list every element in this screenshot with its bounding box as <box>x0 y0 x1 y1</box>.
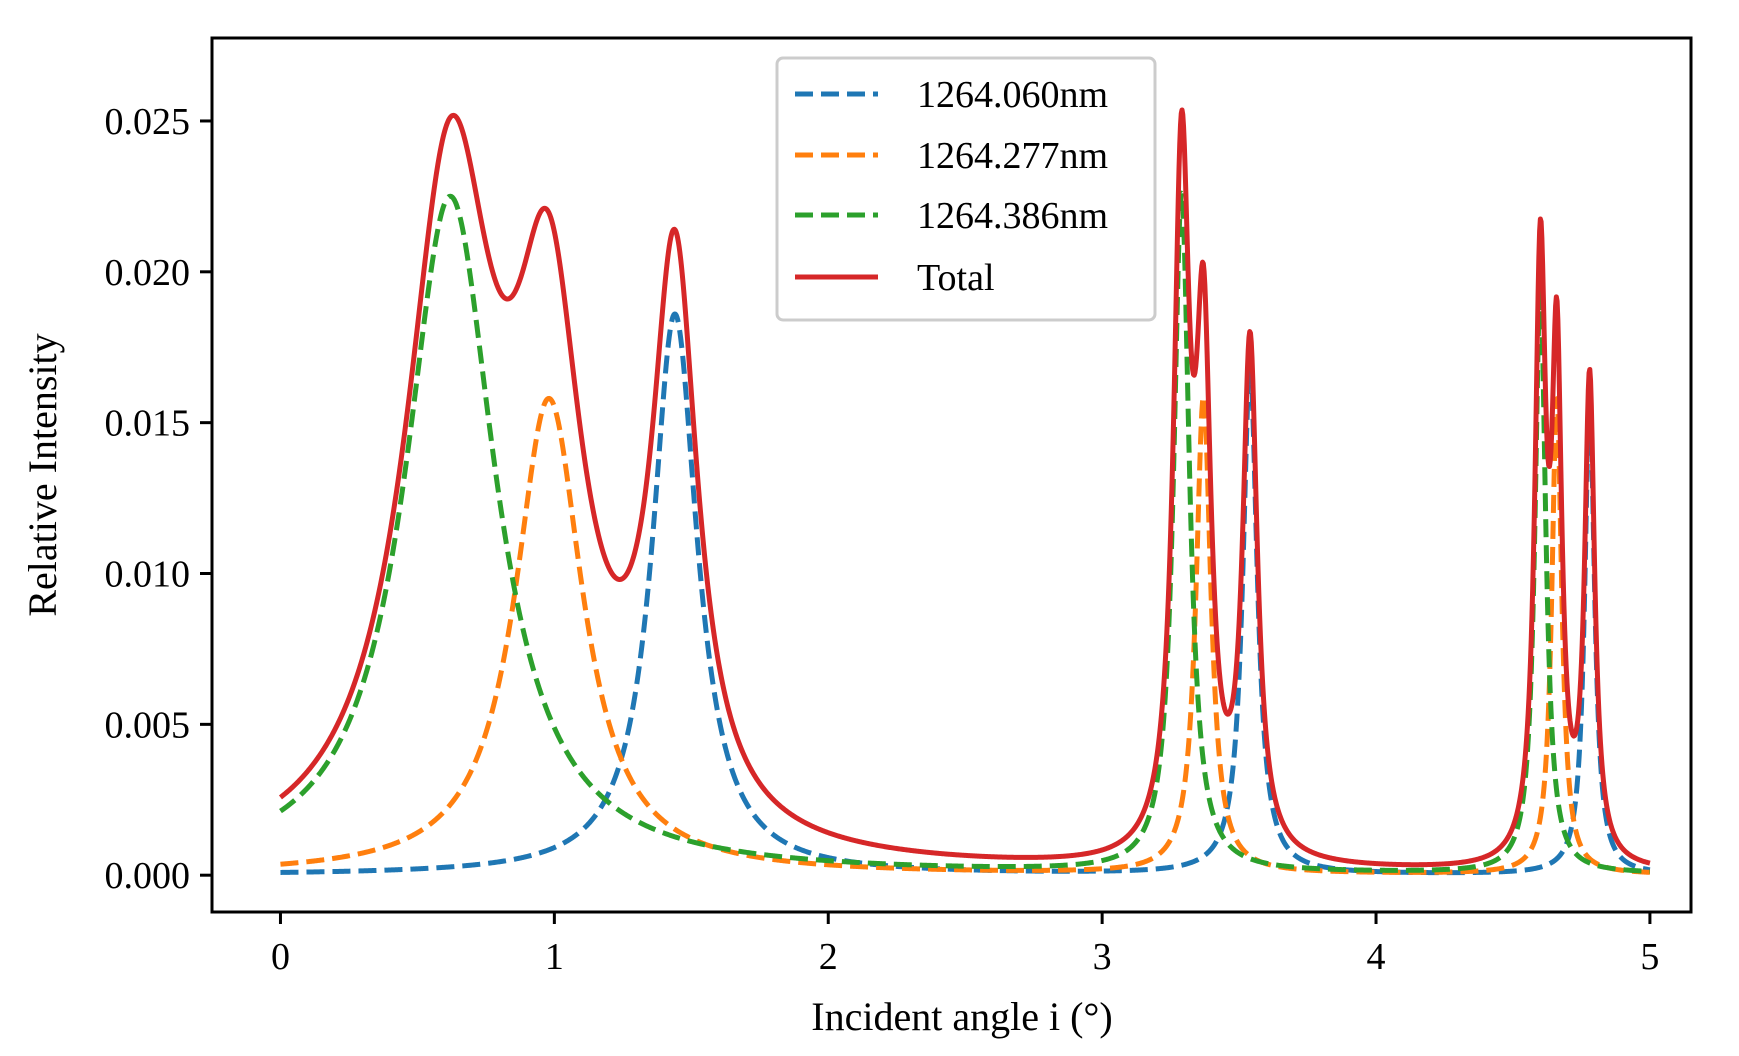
y-tick-label: 0.020 <box>105 252 191 294</box>
legend-box <box>775 56 1157 322</box>
x-tick-label: 3 <box>1093 936 1112 978</box>
y-tick-label: 0.000 <box>105 855 191 897</box>
x-tick-label: 1 <box>545 936 564 978</box>
y-axis: 0.000 0.005 0.010 0.015 0.020 0.025 <box>105 101 212 897</box>
x-tick-label: 0 <box>271 936 290 978</box>
y-tick-label: 0.005 <box>105 704 191 746</box>
x-axis-label: Incident angle i (°) <box>811 994 1112 1039</box>
legend-label-1264386: 1264.386nm <box>917 195 1108 237</box>
y-tick-label: 0.015 <box>105 403 191 445</box>
plot-lines <box>278 107 1652 876</box>
plot-frame <box>210 36 1693 914</box>
legend: 1264.060nm 1264.277nm 1264.386nm Total <box>775 56 1157 322</box>
legend-label-1264277: 1264.277nm <box>917 135 1108 177</box>
x-tick-label: 5 <box>1640 936 1659 978</box>
x-tick-label: 2 <box>819 936 838 978</box>
y-tick-label: 0.010 <box>105 554 191 596</box>
y-tick-label: 0.025 <box>105 101 191 143</box>
x-tick-label: 4 <box>1367 936 1386 978</box>
series-line-total <box>278 107 1652 868</box>
legend-label-1264060: 1264.060nm <box>917 74 1108 116</box>
series-line-1264386nm <box>278 190 1652 874</box>
legend-label-total: Total <box>917 257 995 299</box>
x-axis: 0 1 2 3 4 5 <box>271 912 1659 978</box>
y-axis-label: Relative Intensity <box>20 333 65 616</box>
